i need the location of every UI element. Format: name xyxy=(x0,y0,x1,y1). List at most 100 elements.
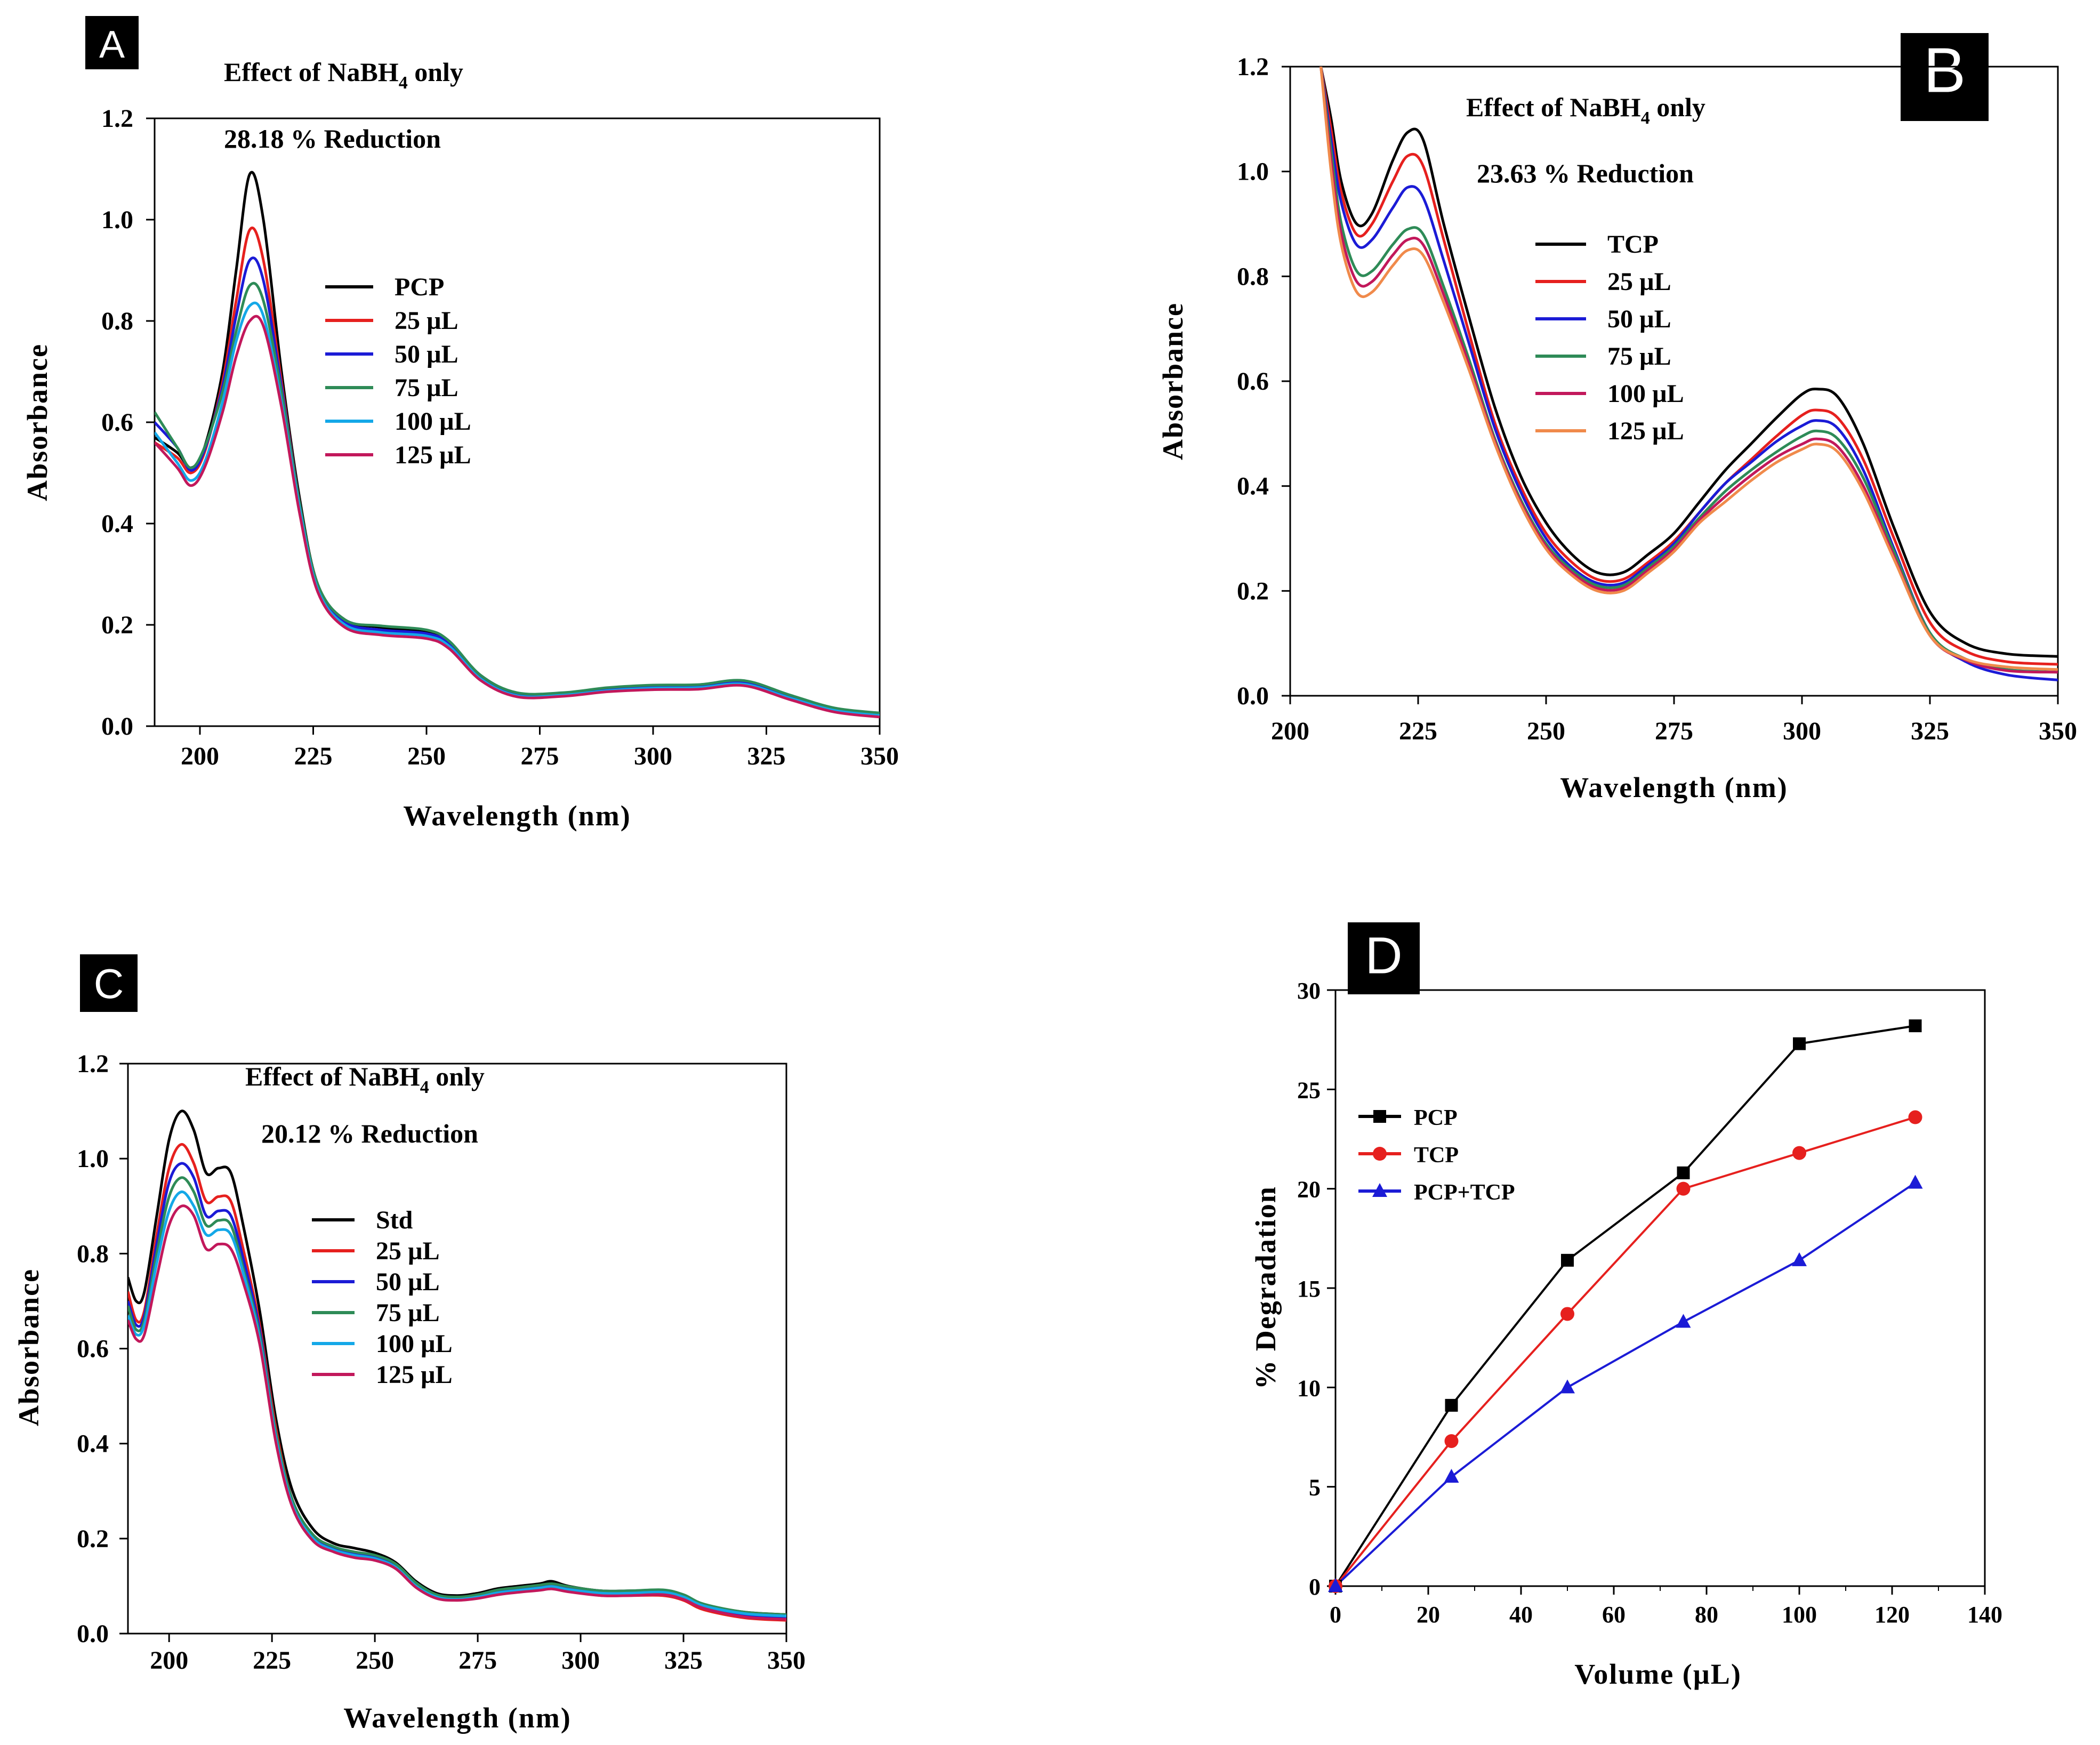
y-tick-label: 0 xyxy=(1309,1574,1321,1600)
series-line-tcp xyxy=(1319,67,2058,658)
data-point xyxy=(1792,1146,1806,1160)
x-tick-label: 225 xyxy=(294,742,333,770)
legend-label: 125 µL xyxy=(395,441,471,469)
x-tick-label: 300 xyxy=(1783,717,1821,745)
x-axis-label: Wavelength (nm) xyxy=(403,800,631,832)
x-tick-label: 275 xyxy=(1655,717,1693,745)
legend-label: 25 µL xyxy=(395,307,458,335)
series-line-125-l xyxy=(128,1204,786,1621)
series-line-100-l xyxy=(1319,67,2058,674)
plot-frame xyxy=(1334,989,1986,1587)
reduction-annotation: 28.18 % Reduction xyxy=(224,124,441,154)
x-tick-label: 250 xyxy=(356,1646,394,1675)
legend-label: 100 µL xyxy=(1607,380,1684,408)
x-tick-label: 275 xyxy=(521,742,559,770)
series-line-100-l xyxy=(155,301,880,717)
series-line-75-l xyxy=(155,282,880,714)
x-axis-label: Wavelength (nm) xyxy=(1560,771,1788,803)
title-main: Effect of NaBH xyxy=(245,1062,420,1091)
legend-label: PCP xyxy=(395,273,444,301)
y-tick-label: 0.4 xyxy=(1237,472,1269,501)
x-tick-label: 100 xyxy=(1782,1602,1817,1628)
series-line-125-l xyxy=(155,315,880,719)
x-tick-label: 40 xyxy=(1509,1602,1533,1628)
legend-label: Std xyxy=(376,1206,413,1234)
data-point xyxy=(1909,1019,1922,1033)
legend-label: 50 µL xyxy=(395,340,458,368)
panel-badge xyxy=(1901,33,1989,121)
data-point xyxy=(1444,1434,1459,1448)
panel-label: B xyxy=(1924,35,1966,106)
panel-c: C 200 225 250 275 300 325 350 0.0 0.2 0.4 0.6 0.8 1.0… xyxy=(13,954,806,1734)
y-tick-label: 30 xyxy=(1297,978,1321,1004)
data-point xyxy=(1676,1314,1691,1328)
series-line-std xyxy=(128,1109,786,1616)
x-axis-label: Wavelength (nm) xyxy=(343,1702,572,1734)
x-tick-label: 325 xyxy=(1911,717,1949,745)
data-point xyxy=(1560,1307,1574,1321)
y-tick-label: 0.2 xyxy=(1237,577,1269,605)
x-tick-label: 350 xyxy=(860,742,899,770)
y-tick-label: 15 xyxy=(1297,1276,1321,1302)
y-tick-label: 0.6 xyxy=(77,1335,109,1363)
data-point xyxy=(1444,1469,1459,1483)
series-line-pcp xyxy=(155,171,880,715)
legend-label: 75 µL xyxy=(1607,342,1671,371)
panel-a: A 200 225 250 275 300 325 350 0.0 0.2 0.4 0.6 0.8 1.0… xyxy=(21,16,899,832)
legend-label: 75 µL xyxy=(376,1299,440,1327)
y-tick-label: 5 xyxy=(1309,1475,1321,1501)
panel-badge xyxy=(1348,922,1420,994)
x-tick-label: 300 xyxy=(634,742,672,770)
data-point xyxy=(1560,1379,1575,1394)
data-point xyxy=(1792,1252,1807,1266)
title-subscript: 4 xyxy=(1641,108,1650,128)
series-line-75-l xyxy=(1319,67,2058,674)
data-point xyxy=(1328,1578,1343,1592)
plot-area xyxy=(155,171,880,719)
plot-frame xyxy=(154,117,881,727)
legend-marker xyxy=(1373,1147,1387,1161)
y-tick-label: 20 xyxy=(1297,1177,1321,1203)
x-tick-label: 300 xyxy=(561,1646,600,1675)
x-tick-label: 140 xyxy=(1967,1602,2002,1628)
x-tick-label: 200 xyxy=(1271,717,1309,745)
legend-label: 75 µL xyxy=(395,374,458,402)
reduction-annotation: 23.63 % Reduction xyxy=(1477,158,1694,188)
plot-area xyxy=(1335,1025,1916,1586)
panel-label: A xyxy=(99,23,125,66)
title-main: Effect of NaBH xyxy=(1466,92,1641,122)
y-tick-label: 0.0 xyxy=(77,1620,109,1648)
y-tick-label: 1.2 xyxy=(77,1050,109,1078)
data-point xyxy=(1561,1253,1574,1267)
legend-label: TCP xyxy=(1414,1143,1459,1168)
chart-title: Effect of NaBH4 only xyxy=(245,1062,485,1097)
x-tick-label: 200 xyxy=(150,1646,188,1675)
y-tick-label: 0.8 xyxy=(77,1240,109,1268)
x-tick-label: 60 xyxy=(1602,1602,1626,1628)
y-tick-label: 0.6 xyxy=(1237,367,1269,396)
legend-label: PCP xyxy=(1414,1106,1458,1130)
x-tick-label: 200 xyxy=(181,742,219,770)
y-axis-label: Absorbance xyxy=(1157,302,1189,460)
legend-label: 50 µL xyxy=(1607,305,1671,333)
y-axis-label: Absorbance xyxy=(13,1268,45,1426)
chart-title: Effect of NaBH4 only xyxy=(224,57,463,93)
series-line-pcp xyxy=(1335,1025,1916,1586)
title-subscript: 4 xyxy=(399,73,408,93)
panel-label: C xyxy=(94,960,124,1007)
panel-badge xyxy=(80,954,138,1012)
x-tick-label: 120 xyxy=(1874,1602,1910,1628)
series-line-25-l xyxy=(128,1143,786,1622)
legend-label: 100 µL xyxy=(376,1330,453,1358)
data-point xyxy=(1793,1037,1806,1050)
y-tick-label: 25 xyxy=(1297,1077,1321,1103)
data-point xyxy=(1677,1166,1690,1179)
title-tail: only xyxy=(408,57,463,87)
panel-badge xyxy=(85,16,139,69)
title-tail: only xyxy=(1650,92,1705,122)
x-tick-label: 250 xyxy=(1527,717,1565,745)
y-tick-label: 1.2 xyxy=(101,104,133,133)
y-tick-label: 10 xyxy=(1297,1375,1321,1401)
y-tick-label: 0.8 xyxy=(1237,262,1269,291)
